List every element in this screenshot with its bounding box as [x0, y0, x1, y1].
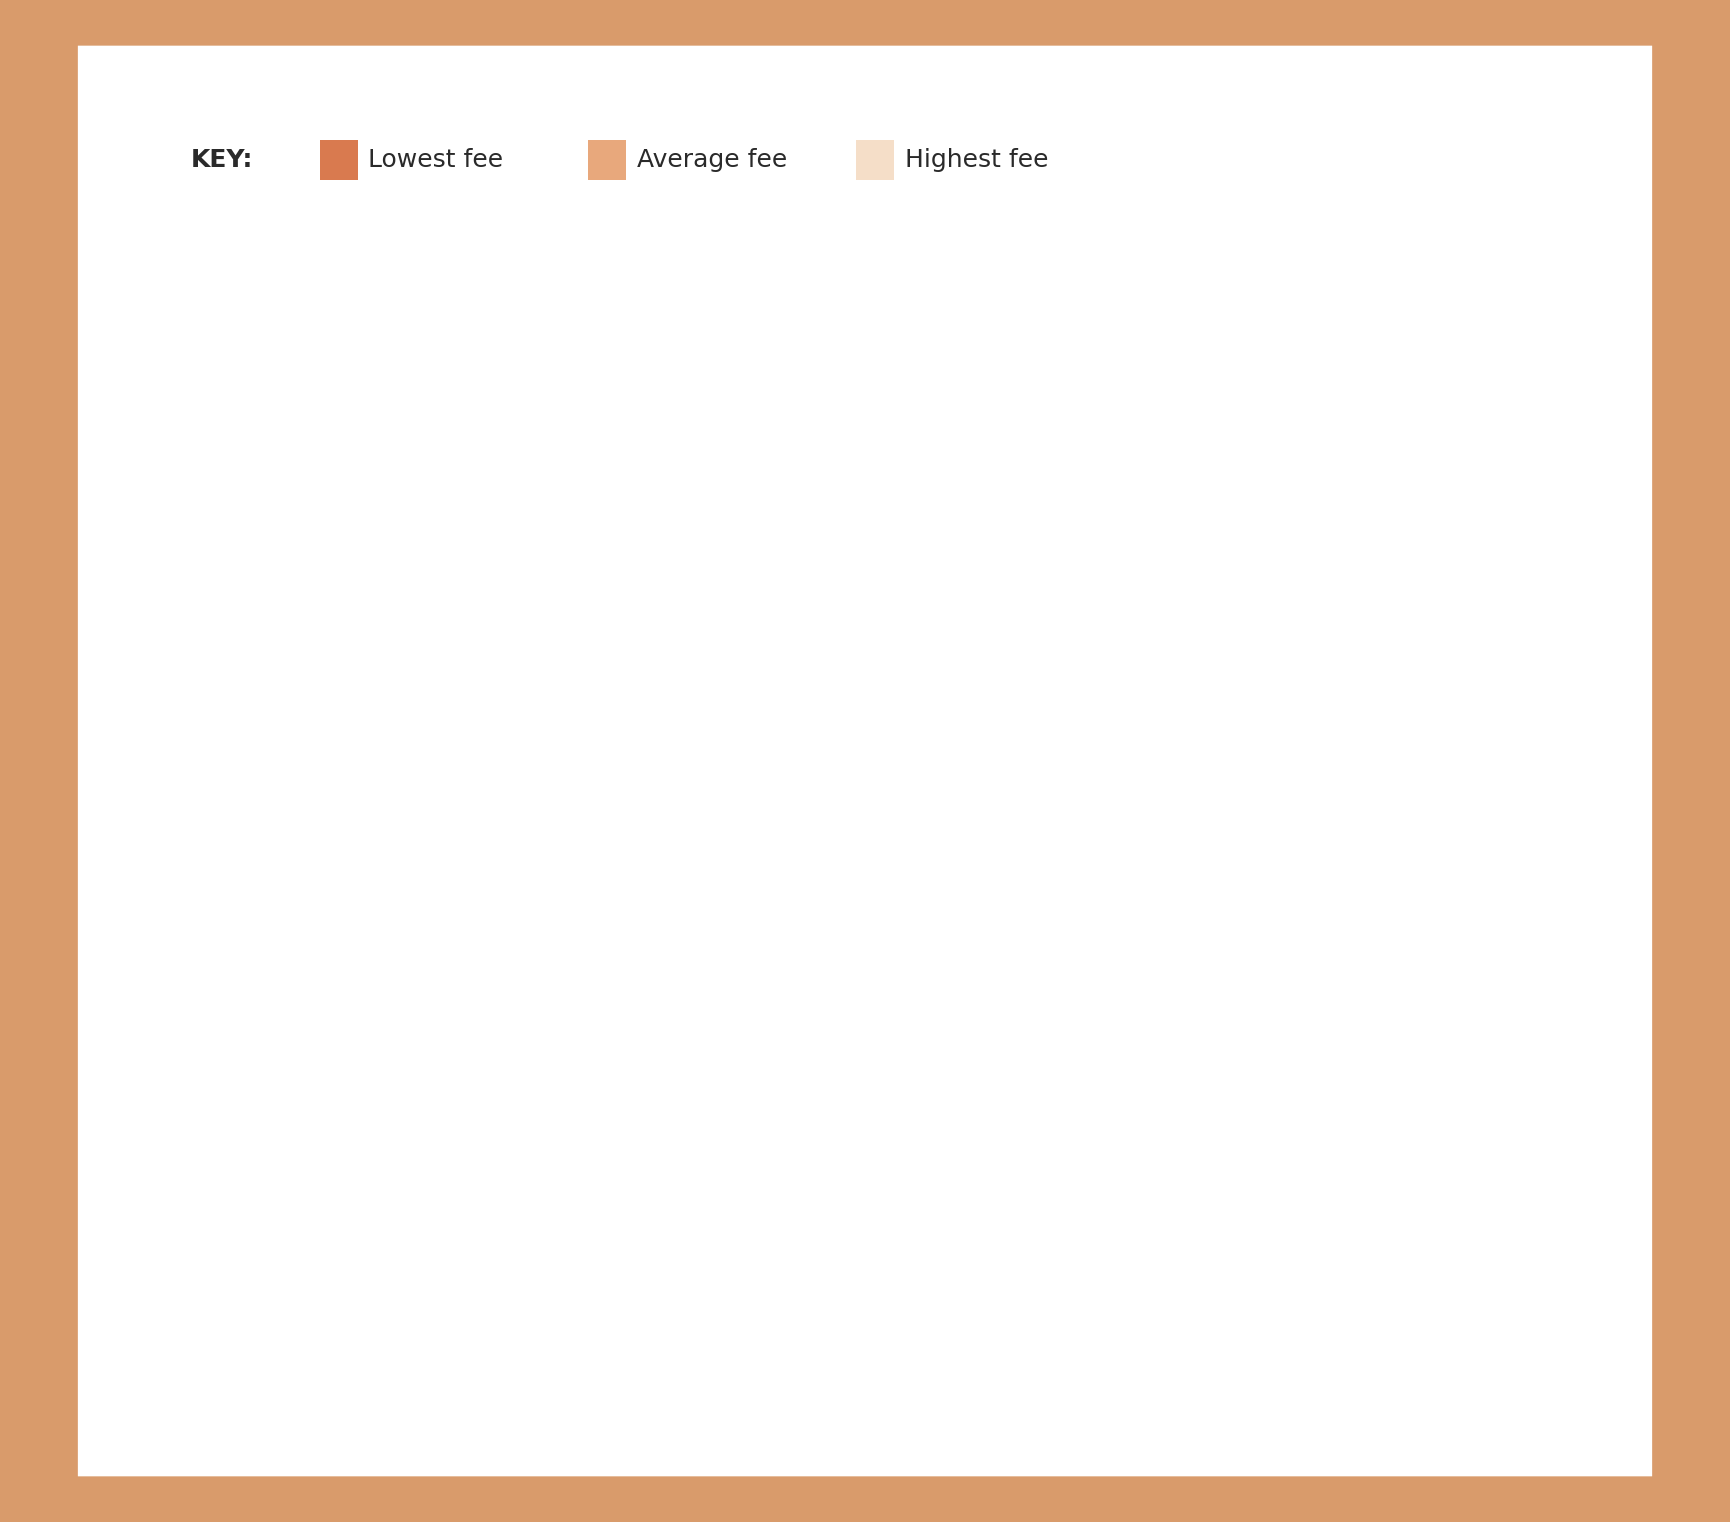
- Bar: [1368, 864, 1529, 997]
- Text: £2,100: £2,100: [1536, 852, 1633, 875]
- Text: £1,490: £1,490: [1536, 986, 1633, 1009]
- Text: £1,420: £1,420: [1182, 1001, 1278, 1024]
- Bar: [1368, 997, 1529, 1187]
- Bar: [1014, 864, 1175, 1014]
- Text: £575: £575: [827, 1186, 896, 1210]
- Text: £2,000: £2,000: [827, 874, 924, 898]
- Text: £625: £625: [1182, 1175, 1251, 1199]
- Bar: [659, 1198, 820, 1324]
- Text: £575: £575: [472, 1186, 541, 1210]
- Text: Lowest fee: Lowest fee: [368, 148, 503, 172]
- Text: Average fee: Average fee: [637, 148, 787, 172]
- Bar: [659, 1035, 820, 1198]
- X-axis label: Purchase price (£): Purchase price (£): [791, 1449, 1043, 1476]
- Bar: [304, 1046, 465, 1198]
- Bar: [659, 886, 820, 1035]
- Text: £625: £625: [1536, 1175, 1605, 1199]
- Text: £2,100: £2,100: [1182, 852, 1278, 875]
- Text: Highest fee: Highest fee: [905, 148, 1048, 172]
- Bar: [304, 831, 465, 1046]
- Text: £1,270: £1,270: [472, 1033, 569, 1058]
- Bar: [304, 1198, 465, 1324]
- Bar: [1014, 1187, 1175, 1324]
- Bar: [1014, 1014, 1175, 1187]
- Text: KEY:: KEY:: [190, 148, 253, 172]
- Text: £2,250: £2,250: [472, 819, 567, 843]
- Bar: [1368, 1187, 1529, 1324]
- Text: £1,320: £1,320: [827, 1023, 924, 1047]
